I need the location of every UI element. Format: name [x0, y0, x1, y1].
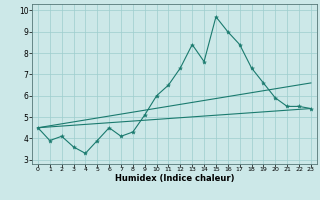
X-axis label: Humidex (Indice chaleur): Humidex (Indice chaleur): [115, 174, 234, 183]
